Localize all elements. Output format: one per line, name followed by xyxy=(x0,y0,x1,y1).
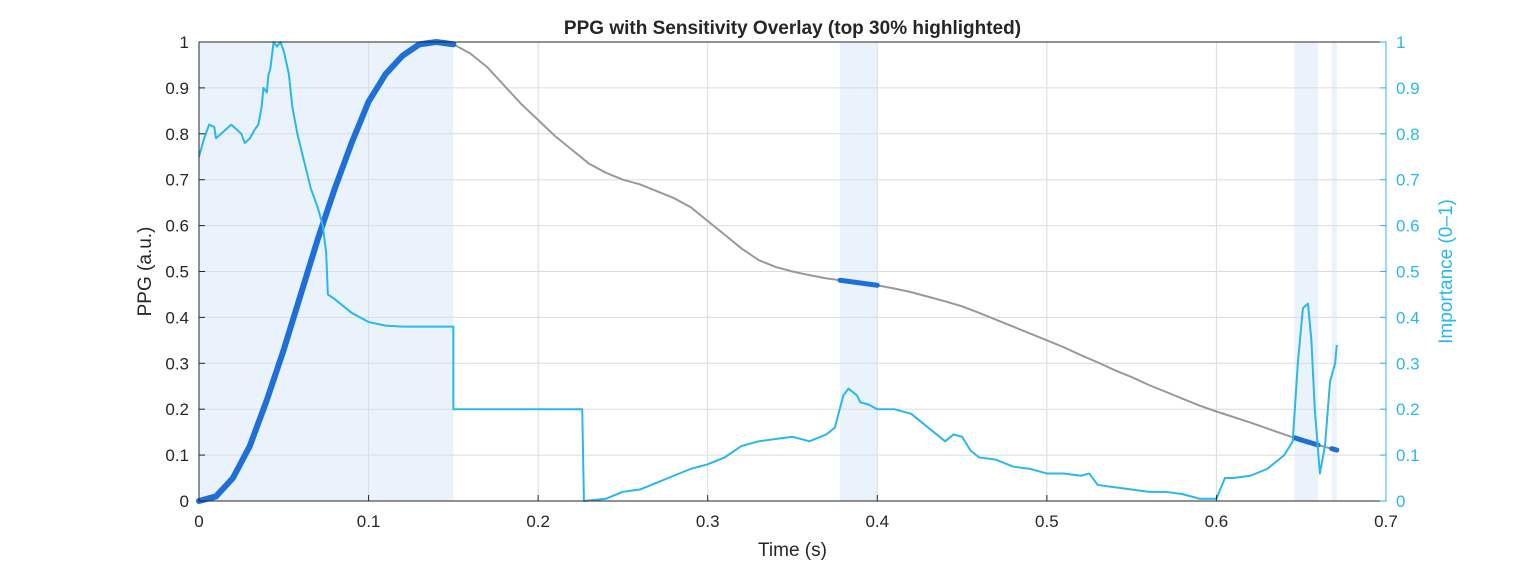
chart-title: PPG with Sensitivity Overlay (top 30% hi… xyxy=(564,18,1021,39)
left-y-tick-label: 0.7 xyxy=(165,171,189,190)
ppg-highlight-segment-1 xyxy=(196,38,457,504)
ppg-highlight-segment-3 xyxy=(1291,435,1321,448)
right-y-tick-label: 0.5 xyxy=(1396,263,1420,282)
left-y-tick-label: 1 xyxy=(180,33,189,52)
right-y-tick-label: 0.1 xyxy=(1396,446,1420,465)
right-y-tick-label: 0.9 xyxy=(1396,79,1420,98)
right-y-axis-ticks: 0 0.1 0.2 0.3 0.4 0.5 0.6 0.7 0.8 0.9 1 xyxy=(1380,33,1420,511)
ppg-highlight-segment-2 xyxy=(837,277,880,288)
left-y-tick-label: 0.9 xyxy=(165,79,189,98)
left-y-tick-label: 0.6 xyxy=(165,217,189,236)
x-tick-label: 0.7 xyxy=(1374,512,1398,531)
right-y-tick-label: 0.8 xyxy=(1396,125,1420,144)
importance-line xyxy=(198,41,1338,502)
left-y-axis-label: PPG (a.u.) xyxy=(135,227,156,317)
x-tick-label: 0 xyxy=(194,512,203,531)
right-y-tick-label: 0 xyxy=(1396,492,1405,511)
left-y-tick-label: 0.1 xyxy=(165,446,189,465)
series-layer xyxy=(196,38,1340,504)
left-y-tick-label: 0.3 xyxy=(165,354,189,373)
left-y-tick-label: 0 xyxy=(180,492,189,511)
left-y-axis-ticks: 0 0.1 0.2 0.3 0.4 0.5 0.6 0.7 0.8 0.9 1 xyxy=(165,33,205,511)
left-y-tick-label: 0.5 xyxy=(165,263,189,282)
x-tick-label: 0.1 xyxy=(357,512,381,531)
right-y-tick-label: 0.3 xyxy=(1396,354,1420,373)
x-tick-label: 0.6 xyxy=(1205,512,1229,531)
x-tick-label: 0.5 xyxy=(1035,512,1059,531)
x-tick-label: 0.2 xyxy=(526,512,550,531)
left-y-tick-label: 0.4 xyxy=(165,308,189,327)
left-y-tick-label: 0.8 xyxy=(165,125,189,144)
ppg-highlight-segment-4 xyxy=(1329,446,1340,453)
right-y-tick-label: 0.7 xyxy=(1396,171,1420,190)
right-y-tick-label: 0.2 xyxy=(1396,400,1420,419)
x-tick-label: 0.4 xyxy=(865,512,889,531)
right-y-tick-label: 0.6 xyxy=(1396,217,1420,236)
right-y-axis-label: Importance (0–1) xyxy=(1436,199,1457,344)
left-y-tick-label: 0.2 xyxy=(165,400,189,419)
right-y-tick-label: 0.4 xyxy=(1396,308,1420,327)
right-y-tick-label: 1 xyxy=(1396,33,1405,52)
x-axis-ticks: 0 0.1 0.2 0.3 0.4 0.5 0.6 0.7 xyxy=(194,495,1398,531)
x-axis-label: Time (s) xyxy=(758,540,827,561)
grid-lines xyxy=(199,42,1386,501)
x-tick-label: 0.3 xyxy=(696,512,720,531)
